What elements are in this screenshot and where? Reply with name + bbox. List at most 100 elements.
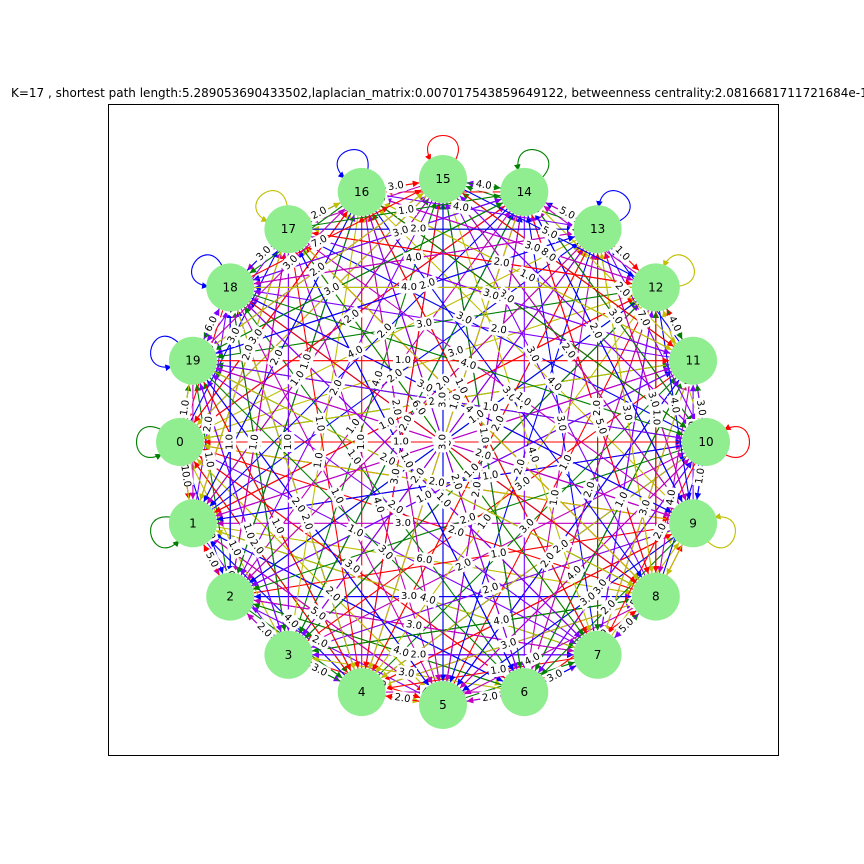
edge-label-9-3: 2.0 xyxy=(479,579,503,598)
edge-label-0-17: 3.0 xyxy=(223,323,245,348)
self-loop-10 xyxy=(723,424,751,458)
edge-label-10-2: 2.0 xyxy=(456,509,480,529)
edge-weight-label: 3.0 xyxy=(398,667,415,680)
node-0: 0 xyxy=(156,418,204,466)
edge-label-16-13: 4.0 xyxy=(449,199,472,216)
node-circle xyxy=(682,418,730,466)
edge-label-13-4: 2.0 xyxy=(487,411,509,436)
edge-weight-label: 1.0 xyxy=(248,434,261,451)
edge-9-4 xyxy=(382,533,672,682)
node-circle xyxy=(669,499,718,548)
edge-weight-label: 3.0 xyxy=(392,224,411,239)
edge-weight-label: 1.0 xyxy=(393,437,409,448)
edge-label-13-9: 3.0 xyxy=(644,388,663,412)
node-label: 11 xyxy=(685,354,700,368)
edge-weight-label: 4.0 xyxy=(452,201,469,214)
edge-label-7-2: 3.0 xyxy=(403,617,425,634)
figure-title: K=17 , shortest path length:5.2890536904… xyxy=(11,86,864,100)
node-11: 11 xyxy=(669,336,718,385)
edge-weight-label: 4.0 xyxy=(459,357,478,372)
edge-18-3 xyxy=(233,311,287,632)
edge-19-5 xyxy=(206,379,430,686)
node-label: 3 xyxy=(285,648,293,662)
edge-weight-label: 2.0 xyxy=(418,277,437,292)
edge-14-8 xyxy=(531,214,650,574)
node-9: 9 xyxy=(669,499,718,548)
edge-weight-label: 1.0 xyxy=(225,434,236,450)
node-circle xyxy=(337,167,386,216)
node-circle xyxy=(419,155,467,203)
edge-label-9-2: 1.0 xyxy=(487,545,510,562)
edge-weight-label: 1.0 xyxy=(477,427,490,444)
edge-weight-label: 1.0 xyxy=(299,353,314,372)
edge-weight-label: 2.0 xyxy=(299,513,314,532)
edge-weight-label: 3.0 xyxy=(405,619,422,632)
edge-label-1-18: 2.0 xyxy=(200,413,217,436)
edge-label-11-4: 3.0 xyxy=(515,514,539,538)
edge-weight-label: 3.0 xyxy=(416,317,433,330)
node-13: 13 xyxy=(573,205,622,254)
edge-19-13 xyxy=(215,235,575,354)
edge-weight-label: 2.0 xyxy=(459,512,478,527)
edge-label-4-3: 3.0 xyxy=(307,659,332,681)
edge-weight-label: 3.0 xyxy=(694,399,707,416)
node-circle xyxy=(631,263,680,312)
edge-18-9 xyxy=(251,297,672,513)
edge-weight-label: 2.0 xyxy=(428,476,445,489)
edge-label-7-1: 4.0 xyxy=(416,589,440,609)
edge-label-18-12: 4.0 xyxy=(399,280,419,294)
node-10: 10 xyxy=(682,418,730,466)
edge-label-5-18: 1.0 xyxy=(326,484,348,508)
edge-label-14-8: 5.0 xyxy=(591,414,611,438)
edge-label-4-18: 2.0 xyxy=(297,510,317,534)
node-circle xyxy=(337,668,386,717)
edge-label-15-12: 5.0 xyxy=(537,222,562,244)
edge-label-19-11: 1.0 xyxy=(393,353,413,367)
node-label: 2 xyxy=(226,590,234,604)
edge-15-10 xyxy=(459,195,690,426)
edge-label-14-7: 3.0 xyxy=(553,412,570,435)
edge-label-18-15: 7.0 xyxy=(307,231,332,252)
edge-label-12-11: 4.0 xyxy=(664,312,686,336)
node-2: 2 xyxy=(206,572,255,621)
edge-weight-label: 1.0 xyxy=(398,204,415,217)
edge-label-17-11: 3.0 xyxy=(479,285,503,304)
edge-label-3-17: 1.0 xyxy=(281,432,295,452)
self-loops-layer xyxy=(135,134,751,549)
node-circle xyxy=(206,263,255,312)
self-loop-17 xyxy=(255,190,289,223)
self-loop-14 xyxy=(514,149,550,179)
node-6: 6 xyxy=(500,668,549,717)
self-loop-12 xyxy=(662,254,695,288)
edge-label-7-3: 2.0 xyxy=(408,647,429,661)
node-circle xyxy=(156,418,204,466)
edge-label-9-19: 2.0 xyxy=(471,445,495,464)
edge-label-17-12: 2.0 xyxy=(490,254,513,271)
edge-15-0 xyxy=(196,195,427,426)
edge-label-2-17: 1.0 xyxy=(246,431,263,454)
node-circle xyxy=(168,336,217,385)
edge-18-15 xyxy=(251,189,422,277)
edge-label-19-18: 6.0 xyxy=(200,312,222,336)
edge-label-13-10: 7.0 xyxy=(633,306,654,331)
edge-label-0-13: 4.0 xyxy=(343,341,368,363)
edge-label-14-5: 2.0 xyxy=(468,478,485,501)
edge-17-12 xyxy=(312,232,633,286)
edge-weight-label: 1.0 xyxy=(313,452,326,469)
edge-9-8 xyxy=(666,544,683,576)
edge-label-8-2: 3.0 xyxy=(399,589,419,603)
edge-weight-label: 1.0 xyxy=(202,451,215,468)
edge-label-2-1: 5.0 xyxy=(201,547,223,572)
edge-14-9 xyxy=(534,213,683,503)
edge-label-11-2: 1.0 xyxy=(412,486,437,508)
node-5: 5 xyxy=(419,681,467,729)
edge-label-11-10: 3.0 xyxy=(693,396,710,419)
edge-label-8-4: 3.0 xyxy=(497,634,521,654)
edge-weight-label: 3.0 xyxy=(500,637,519,652)
edge-label-2-16: 1.0 xyxy=(296,350,316,374)
edge-label-7-6: 3.0 xyxy=(543,665,567,687)
node-label: 16 xyxy=(354,185,369,199)
edge-weight-label: 2.0 xyxy=(448,473,463,492)
edge-label-16-11: 1.0 xyxy=(515,265,540,287)
